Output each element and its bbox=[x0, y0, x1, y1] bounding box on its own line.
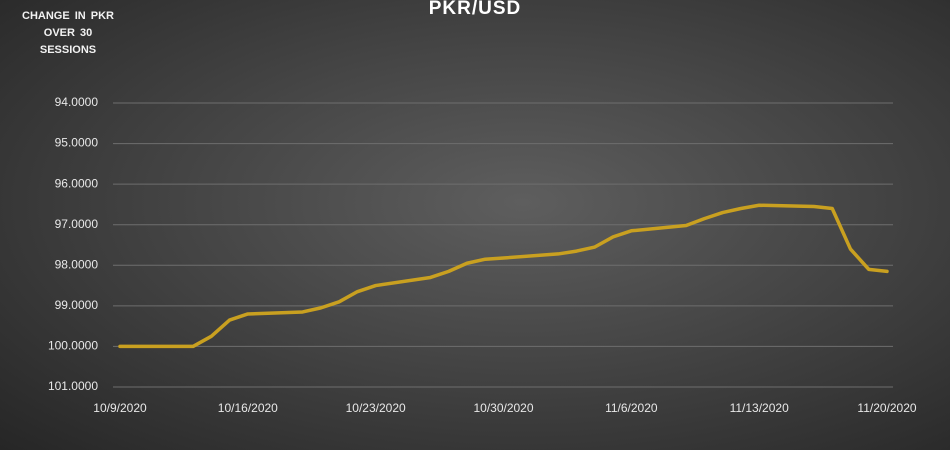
y-tick-label: 97.0000 bbox=[55, 217, 99, 231]
data-line bbox=[118, 203, 889, 349]
x-tick-label: 10/9/2020 bbox=[93, 401, 147, 415]
x-tick-label: 10/30/2020 bbox=[473, 401, 533, 415]
chart-title: PKR/USD bbox=[429, 0, 522, 19]
y-tick-label: 99.0000 bbox=[55, 298, 99, 312]
x-tick-label: 11/13/2020 bbox=[730, 401, 789, 415]
y-axis-label: CHANGE IN PKR OVER 30 SESSIONS bbox=[22, 10, 115, 56]
y-tick-label: 98.0000 bbox=[55, 257, 99, 271]
x-tick-label: 11/6/2020 bbox=[605, 401, 658, 415]
y-tick-label: 100.0000 bbox=[48, 339, 98, 353]
y-tick-label: 94.0000 bbox=[55, 95, 99, 109]
y-tick-label: 95.0000 bbox=[55, 136, 99, 150]
y-tick-label: 101.0000 bbox=[48, 379, 98, 393]
y-tick-label: 96.0000 bbox=[55, 176, 99, 190]
x-tick-label: 10/23/2020 bbox=[346, 401, 406, 415]
x-tick-label: 10/16/2020 bbox=[218, 401, 278, 415]
x-tick-label: 11/20/2020 bbox=[857, 401, 916, 415]
